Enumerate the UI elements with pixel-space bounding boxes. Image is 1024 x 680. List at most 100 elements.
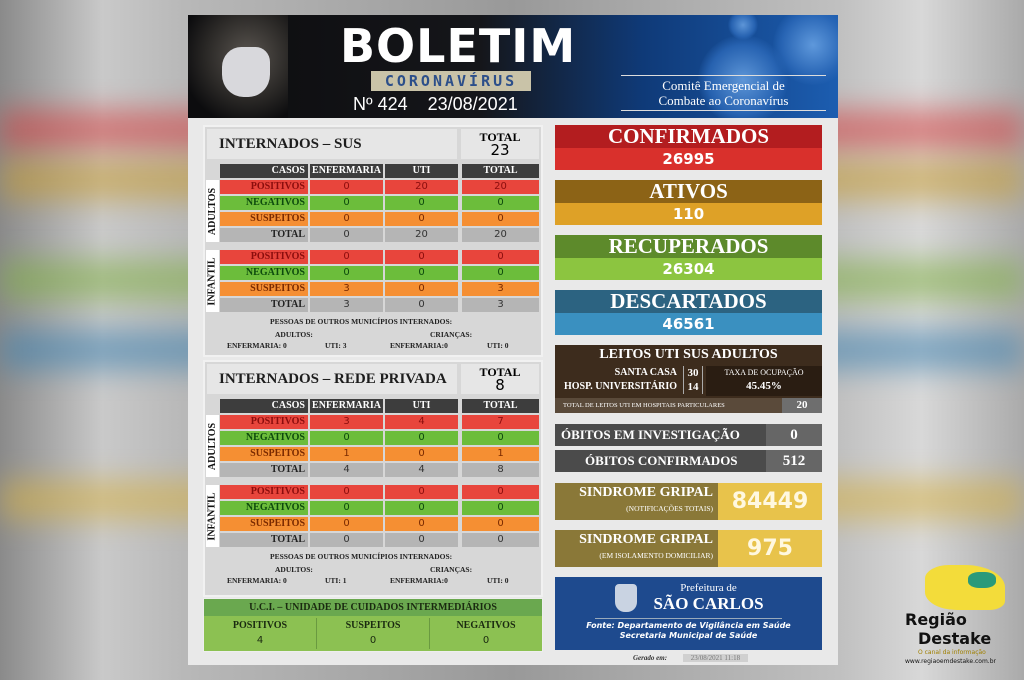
- table-cell: 3: [462, 282, 539, 296]
- stat-label: CONFIRMADOS: [555, 125, 822, 148]
- row-label: TOTAL: [220, 533, 308, 547]
- prefeitura-line2: SÃO CARLOS: [653, 594, 764, 613]
- uci-panel: U.C.I. – UNIDADE DE CUIDADOS INTERMEDIÁR…: [203, 598, 543, 652]
- obitos-confirmados-label: ÓBITOS CONFIRMADOS: [585, 453, 738, 468]
- table-cell: 0: [385, 501, 458, 515]
- particulares-value: 20: [782, 398, 822, 413]
- hu-label: HOSP. UNIVERSITÁRIO: [564, 381, 677, 392]
- table-cell: 4: [385, 415, 458, 429]
- city-crest-icon: [615, 584, 637, 612]
- table-cell: 0: [385, 485, 458, 499]
- sindrome-gripal-box: SINDROME GRIPAL (EM ISOLAMENTO DOMICILIAR…: [555, 530, 822, 567]
- total-label: TOTAL: [479, 130, 521, 144]
- table-cell: 20: [462, 180, 539, 194]
- stat-value: 26304: [555, 258, 822, 280]
- column-header: UTI: [385, 164, 458, 178]
- table-cell: 1: [310, 447, 383, 461]
- obitos-confirmados: ÓBITOS CONFIRMADOS 512: [555, 450, 822, 472]
- panel-total: TOTAL 8: [461, 364, 539, 394]
- obitos-investigacao: ÓBITOS EM INVESTIGAÇÃO 0: [555, 424, 822, 446]
- panel-total: TOTAL 23: [461, 129, 539, 159]
- table-cell: 0: [310, 228, 383, 242]
- bulletin-number: Nº 424: [353, 94, 408, 114]
- stat-value: 110: [555, 203, 822, 225]
- group-label-text: INFANTIL: [207, 491, 218, 541]
- leitos-title: LEITOS UTI SUS ADULTOS: [599, 347, 778, 362]
- row-label: SUSPEITOS: [220, 517, 308, 531]
- outros-adultos-label: ADULTOS:: [275, 330, 313, 339]
- watermark-tagline: O canal da informação: [918, 649, 986, 656]
- row-label: SUSPEITOS: [220, 282, 308, 296]
- panel-title: INTERNADOS – SUS: [207, 129, 457, 159]
- prefeitura-panel: Prefeitura de SÃO CARLOS Fonte: Departam…: [555, 577, 822, 650]
- group-label-infantil: INFANTIL: [206, 485, 219, 547]
- taxa-value: 45.45%: [746, 380, 782, 392]
- leitos-uti-panel: LEITOS UTI SUS ADULTOS SANTA CASA HOSP. …: [555, 345, 822, 413]
- table-cell: 0: [462, 533, 539, 547]
- map-logo-icon: [968, 572, 996, 588]
- table-cell: 0: [462, 196, 539, 210]
- uci-item-label: NEGATIVOS: [456, 620, 516, 631]
- uci-item: NEGATIVOS 0: [430, 618, 542, 649]
- outros-criancas-enfermaria: ENFERMARIA:0: [390, 576, 448, 585]
- column-header: ENFERMARIA: [310, 399, 383, 413]
- row-label: SUSPEITOS: [220, 447, 308, 461]
- table-cell: 0: [385, 250, 458, 264]
- table-cell: 0: [385, 517, 458, 531]
- map-logo-icon: [925, 565, 1005, 610]
- sindrome-label: SINDROME GRIPAL: [579, 485, 713, 500]
- table-cell: 0: [462, 431, 539, 445]
- table-cell: 0: [310, 533, 383, 547]
- table-cell: 3: [310, 415, 383, 429]
- group-label-adultos: ADULTOS: [206, 415, 219, 477]
- total-value: 23: [490, 141, 510, 159]
- generated-value: 23/08/2021 11:18: [682, 654, 749, 662]
- sindrome-gripal-box: SINDROME GRIPAL (NOTIFICAÇÕES TOTAIS) 8444…: [555, 483, 822, 520]
- sindrome-label-block: SINDROME GRIPAL (NOTIFICAÇÕES TOTAIS): [555, 483, 718, 520]
- internados-sus-panel: INTERNADOS – SUS TOTAL 23 CASOS ENFERMARIA UT…: [203, 125, 543, 357]
- row-label: TOTAL: [220, 463, 308, 477]
- table-cell: 3: [462, 298, 539, 312]
- uci-title: U.C.I. – UNIDADE DE CUIDADOS INTERMEDIÁR…: [204, 599, 542, 616]
- column-header: ENFERMARIA: [310, 164, 383, 178]
- prefeitura-line1: Prefeitura de: [680, 582, 737, 594]
- outros-adultos-label: ADULTOS:: [275, 565, 313, 574]
- column-header: UTI: [385, 399, 458, 413]
- group-label-text: INFANTIL: [207, 256, 218, 306]
- table-cell: 0: [385, 431, 458, 445]
- table-cell: 0: [385, 282, 458, 296]
- stat-label: ATIVOS: [555, 180, 822, 203]
- table-cell: 0: [310, 485, 383, 499]
- row-label: SUSPEITOS: [220, 212, 308, 226]
- stat-label: DESCARTADOS: [555, 290, 822, 313]
- table-cell: 0: [310, 250, 383, 264]
- table-cell: 8: [462, 463, 539, 477]
- table-cell: 4: [310, 463, 383, 477]
- table-cell: 0: [462, 250, 539, 264]
- stat-recuperados: RECUPERADOS 26304: [555, 235, 822, 280]
- obitos-investigacao-label: ÓBITOS EM INVESTIGAÇÃO: [561, 427, 740, 442]
- table-cell: 0: [385, 266, 458, 280]
- table-cell: 20: [462, 228, 539, 242]
- stat-confirmados: CONFIRMADOS 26995: [555, 125, 822, 170]
- column-header: TOTAL: [462, 164, 539, 178]
- total-value: 8: [495, 376, 505, 394]
- internados-privada-panel: INTERNADOS – REDE PRIVADA TOTAL 8 CASOS ENFE…: [203, 360, 543, 597]
- table-cell: 1: [462, 447, 539, 461]
- row-label: NEGATIVOS: [220, 431, 308, 445]
- masked-person-image: [188, 15, 288, 118]
- table-cell: 0: [462, 212, 539, 226]
- uci-item-label: POSITIVOS: [232, 620, 288, 631]
- outros-criancas-uti: UTI: 0: [487, 341, 509, 350]
- table-cell: 20: [385, 180, 458, 194]
- fonte-line2: Secretaria Municipal de Saúde: [619, 631, 758, 640]
- taxa-label: TAXA DE OCUPAÇÃO: [724, 368, 804, 377]
- outros-adultos-uti: UTI: 1: [325, 576, 347, 585]
- table-cell: 7: [462, 415, 539, 429]
- group-label-text: ADULTOS: [207, 422, 218, 470]
- row-label: NEGATIVOS: [220, 266, 308, 280]
- watermark-line1: Região: [905, 610, 967, 629]
- group-label-text: ADULTOS: [207, 187, 218, 235]
- virus-image: [728, 15, 758, 40]
- table-cell: 0: [310, 212, 383, 226]
